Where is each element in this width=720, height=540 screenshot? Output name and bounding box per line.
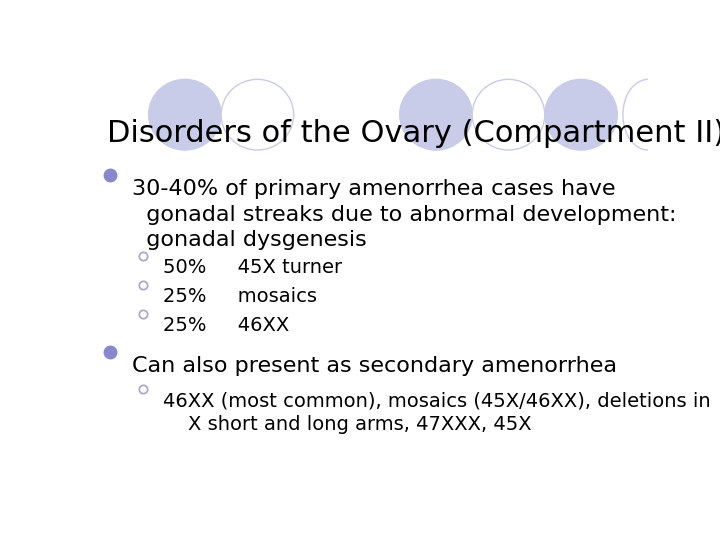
Ellipse shape xyxy=(472,79,545,150)
Text: Disorders of the Ovary (Compartment II): Disorders of the Ovary (Compartment II) xyxy=(107,119,720,148)
Text: 25%     46XX: 25% 46XX xyxy=(163,316,289,335)
Text: 30-40% of primary amenorrhea cases have
  gonadal streaks due to abnormal develo: 30-40% of primary amenorrhea cases have … xyxy=(132,179,676,251)
Text: 25%     mosaics: 25% mosaics xyxy=(163,287,317,306)
Ellipse shape xyxy=(148,79,221,150)
Ellipse shape xyxy=(221,79,294,150)
Ellipse shape xyxy=(623,79,673,150)
Ellipse shape xyxy=(545,79,617,150)
Ellipse shape xyxy=(400,79,472,150)
Text: Can also present as secondary amenorrhea: Can also present as secondary amenorrhea xyxy=(132,356,617,376)
Text: 50%     45X turner: 50% 45X turner xyxy=(163,258,342,277)
Text: 46XX (most common), mosaics (45X/46XX), deletions in
    X short and long arms, : 46XX (most common), mosaics (45X/46XX), … xyxy=(163,391,710,435)
